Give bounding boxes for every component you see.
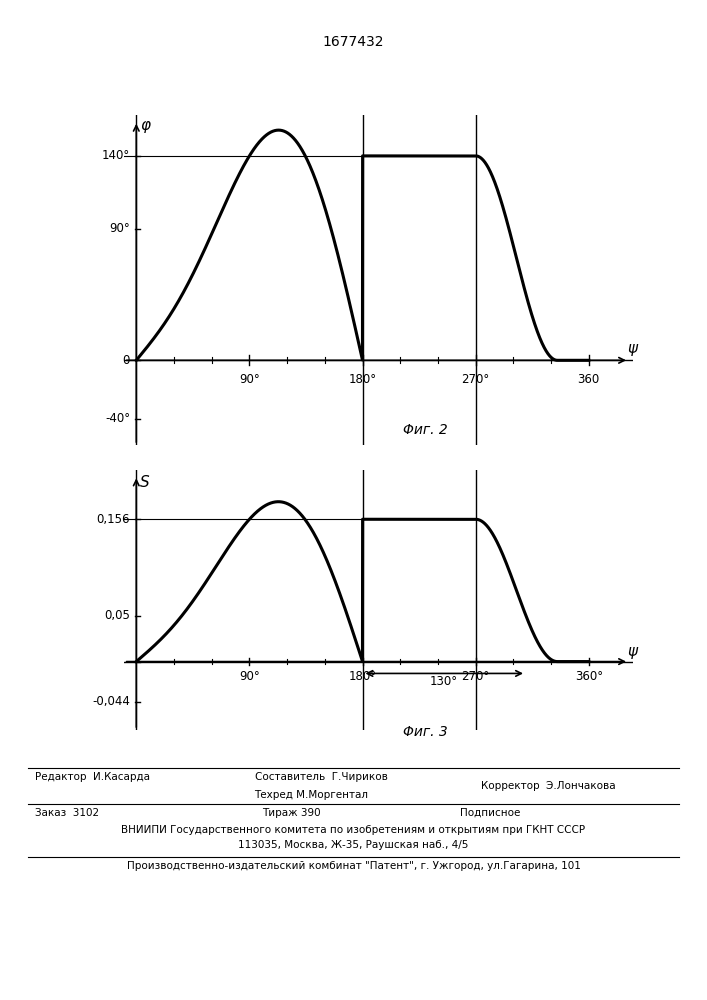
Text: 130°: 130° bbox=[430, 675, 458, 688]
Text: Тираж 390: Тираж 390 bbox=[262, 808, 320, 818]
Text: 90°: 90° bbox=[239, 373, 259, 386]
Text: 180°: 180° bbox=[349, 670, 377, 683]
Text: -0,044: -0,044 bbox=[92, 695, 130, 708]
Text: 90°: 90° bbox=[110, 222, 130, 235]
Text: 90°: 90° bbox=[239, 670, 259, 683]
Text: 1677432: 1677432 bbox=[323, 35, 384, 49]
Text: Редактор  И.Касарда: Редактор И.Касарда bbox=[35, 772, 151, 782]
Text: 180°: 180° bbox=[349, 373, 377, 386]
Text: 270°: 270° bbox=[462, 670, 490, 683]
Text: 360: 360 bbox=[578, 373, 600, 386]
Text: Составитель  Г.Чириков: Составитель Г.Чириков bbox=[255, 772, 387, 782]
Text: ψ: ψ bbox=[628, 341, 638, 356]
Text: -40°: -40° bbox=[105, 412, 130, 425]
Text: ψ: ψ bbox=[628, 644, 638, 659]
Text: 0,156: 0,156 bbox=[97, 513, 130, 526]
Text: Производственно-издательский комбинат "Патент", г. Ужгород, ул.Гагарина, 101: Производственно-издательский комбинат "П… bbox=[127, 861, 580, 871]
Text: Φиг. 3: Φиг. 3 bbox=[403, 725, 448, 739]
Text: 360°: 360° bbox=[575, 670, 603, 683]
Text: 140°: 140° bbox=[102, 149, 130, 162]
Text: φ: φ bbox=[140, 118, 150, 133]
Text: 270°: 270° bbox=[462, 373, 490, 386]
Text: Φиг. 2: Φиг. 2 bbox=[403, 423, 448, 437]
Text: 113035, Москва, Ж-35, Раушская наб., 4/5: 113035, Москва, Ж-35, Раушская наб., 4/5 bbox=[238, 840, 469, 850]
Text: ВНИИПИ Государственного комитета по изобретениям и открытиям при ГКНТ СССР: ВНИИПИ Государственного комитета по изоб… bbox=[122, 825, 585, 835]
Text: Корректор  Э.Лончакова: Корректор Э.Лончакова bbox=[481, 781, 615, 791]
Text: Подписное: Подписное bbox=[460, 808, 520, 818]
Text: 0: 0 bbox=[122, 354, 130, 367]
Text: 0,05: 0,05 bbox=[104, 609, 130, 622]
Text: Техред М.Моргентал: Техред М.Моргентал bbox=[255, 790, 368, 800]
Text: Заказ  3102: Заказ 3102 bbox=[35, 808, 100, 818]
Text: S: S bbox=[140, 475, 150, 490]
